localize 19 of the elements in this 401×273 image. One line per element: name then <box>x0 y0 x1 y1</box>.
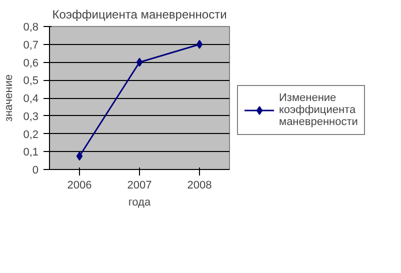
y-tick-label: 0 <box>32 164 39 176</box>
y-tick-label: 0,2 <box>23 128 39 141</box>
y-tick-label: 0,3 <box>23 110 39 123</box>
x-tick-label: 2006 <box>67 180 92 192</box>
y-axis-title: значение <box>3 74 16 122</box>
x-tick-label: 2008 <box>187 180 212 192</box>
y-tick-label: 0,5 <box>23 75 39 88</box>
point <box>196 40 203 49</box>
x-tick-label: 2007 <box>127 180 152 192</box>
legend-label: Изменение коэффициента маневренности <box>279 92 358 128</box>
point <box>136 58 143 67</box>
chart-title: Коэффициента маневренности <box>52 8 227 22</box>
y-tick-label: 0,8 <box>23 22 39 34</box>
y-tick-label: 0,1 <box>23 146 39 159</box>
y-tick-label: 0,7 <box>23 39 39 52</box>
y-tick-label: 0,6 <box>23 57 39 70</box>
point <box>76 152 83 161</box>
y-tick-label: 0,4 <box>23 93 39 105</box>
x-axis-title: года <box>128 196 152 208</box>
